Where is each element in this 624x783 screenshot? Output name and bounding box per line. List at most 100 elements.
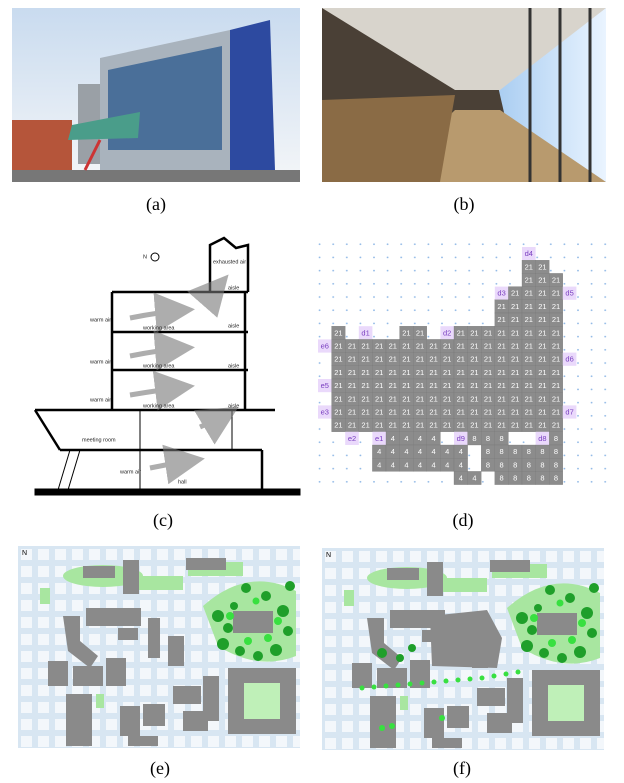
cell-value: 8 (527, 473, 531, 482)
cell-value: 21 (443, 368, 451, 377)
cell-value: 8 (540, 473, 544, 482)
cell-value: 21 (348, 355, 356, 364)
shape-circle (371, 684, 377, 690)
aisle-label: aisle (228, 323, 239, 329)
cell-value: 21 (389, 421, 397, 430)
cell-value: 21 (470, 381, 478, 390)
cell-value: 21 (389, 407, 397, 416)
cell-value: 21 (525, 368, 533, 377)
cell-value: 21 (511, 394, 519, 403)
shape-circle (150, 252, 160, 262)
shape-circle (359, 685, 365, 691)
zone-label: e3 (321, 407, 329, 416)
cell-value: 4 (432, 447, 436, 456)
cell-value: 21 (348, 368, 356, 377)
cell-value: 21 (443, 355, 451, 364)
cell-value: 8 (513, 447, 517, 456)
cell-value: 21 (334, 341, 342, 350)
shape-path (193, 406, 239, 445)
cell-value: 21 (443, 381, 451, 390)
shape-circle (467, 676, 473, 682)
cell-value: 21 (416, 407, 424, 416)
zone-label-bg (562, 352, 577, 366)
cell-value: 21 (538, 289, 546, 298)
cell-value: 8 (500, 473, 504, 482)
cell-value: 21 (484, 341, 492, 350)
photo-b (322, 8, 606, 182)
cell-value: 21 (552, 407, 560, 416)
cell-value: 21 (525, 315, 533, 324)
cell-value: 21 (497, 302, 505, 311)
cell-value: 21 (470, 341, 478, 350)
zone-label: d3 (497, 289, 505, 298)
shape-g (129, 274, 239, 485)
cell-value: 8 (540, 447, 544, 456)
cell-value: 4 (418, 460, 422, 469)
zone-label: d5 (565, 289, 573, 298)
cell-value: 21 (361, 394, 369, 403)
zone-label-bg (454, 431, 468, 445)
cell-value: 8 (500, 460, 504, 469)
cell-value: 21 (538, 421, 546, 430)
cell-value: 21 (457, 407, 465, 416)
shape-circle (491, 673, 497, 679)
north-label: N (326, 552, 331, 559)
cell-value: 4 (459, 460, 463, 469)
shape-g (377, 644, 416, 662)
shape-use (18, 546, 300, 748)
cell-value: 21 (552, 302, 560, 311)
cell-value: 21 (457, 394, 465, 403)
cell-value: 21 (375, 341, 383, 350)
shape-path (129, 370, 195, 411)
cell-value: 21 (334, 421, 342, 430)
cell-value: 21 (375, 394, 383, 403)
cell-value: 21 (443, 421, 451, 430)
zone-label-bg (440, 326, 454, 340)
exhaust-label: exhausted air (213, 259, 246, 265)
shape-circle (431, 679, 437, 685)
cell-value: 21 (402, 381, 410, 390)
cell-value: 21 (416, 368, 424, 377)
cell-value: 21 (484, 328, 492, 337)
zone-label: e1 (375, 434, 383, 443)
shape-path (68, 112, 140, 140)
photo-a (12, 8, 300, 182)
cell-value: 21 (348, 407, 356, 416)
cell-value: 21 (429, 407, 437, 416)
cell-value: 21 (416, 328, 424, 337)
cell-value: 21 (334, 407, 342, 416)
cell-value: 21 (402, 407, 410, 416)
warm-air-label: warm air (119, 469, 141, 475)
working-area-label: working area (142, 325, 175, 331)
cell-value: 21 (511, 341, 519, 350)
cell-value: 21 (416, 381, 424, 390)
shape-circle (383, 683, 389, 689)
cell-value: 21 (484, 407, 492, 416)
shape-circle (515, 669, 521, 675)
shape-circle (455, 677, 461, 683)
cell-value: 21 (361, 407, 369, 416)
cell-value: 21 (525, 328, 533, 337)
cell-value: 21 (552, 381, 560, 390)
shape-circle (407, 681, 413, 687)
cell-value: 21 (389, 355, 397, 364)
map-f: N (322, 548, 604, 750)
zone-label-bg (372, 431, 386, 445)
aisle-label: aisle (228, 403, 239, 409)
cell-value: 4 (418, 447, 422, 456)
cell-value: 8 (513, 473, 517, 482)
cell-value: 21 (402, 341, 410, 350)
cell-value: 21 (348, 341, 356, 350)
cell-value: 21 (389, 381, 397, 390)
cell-value: 21 (348, 421, 356, 430)
cell-value: 21 (525, 355, 533, 364)
hall-label: hall (178, 479, 187, 485)
cell-value: 21 (361, 421, 369, 430)
cell-value: 21 (334, 328, 342, 337)
cell-value: 4 (418, 434, 422, 443)
shape-path (67, 449, 81, 491)
zone-label-bg (522, 247, 536, 261)
caption: (e) (150, 758, 170, 779)
